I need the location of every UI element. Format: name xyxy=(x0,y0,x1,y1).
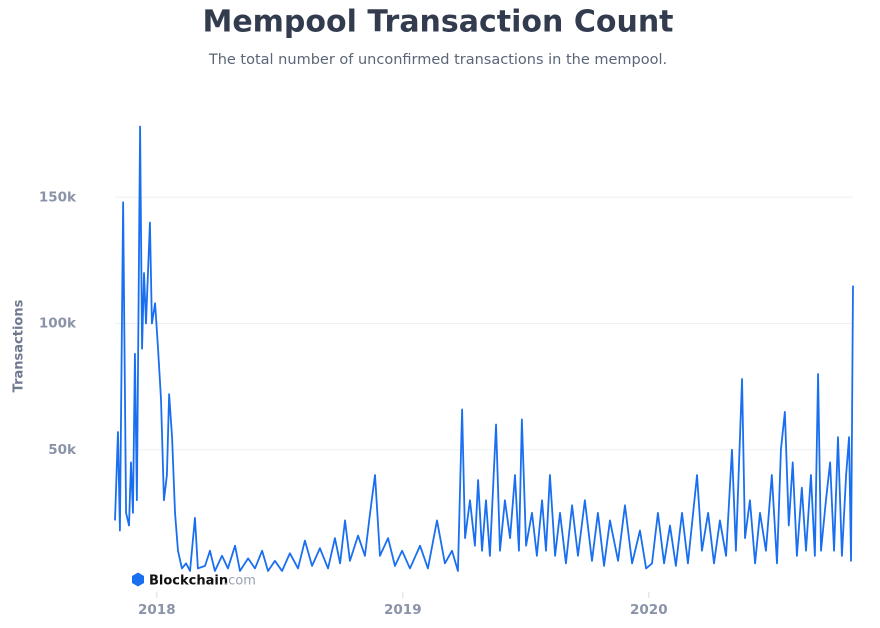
chart-title: Mempool Transaction Count xyxy=(202,5,673,40)
watermark-brand: Blockchain xyxy=(149,574,228,589)
y-tick-label: 50k xyxy=(48,442,77,458)
data-line xyxy=(114,125,854,572)
chart-subtitle: The total number of unconfirmed transact… xyxy=(208,52,667,68)
y-axis-label: Transactions xyxy=(12,299,27,392)
watermark: Blockchain .com xyxy=(132,572,256,589)
x-tick-label: 2020 xyxy=(630,602,668,618)
watermark-logo xyxy=(132,572,144,587)
y-tick-label: 150k xyxy=(39,189,77,205)
x-tick-label: 2018 xyxy=(138,602,176,618)
x-tick-label: 2019 xyxy=(384,602,422,618)
plot-area: 50k 100k 150k 2018 2019 2020 xyxy=(39,125,854,618)
watermark-suffix: .com xyxy=(224,574,256,589)
y-tick-label: 100k xyxy=(39,316,77,332)
